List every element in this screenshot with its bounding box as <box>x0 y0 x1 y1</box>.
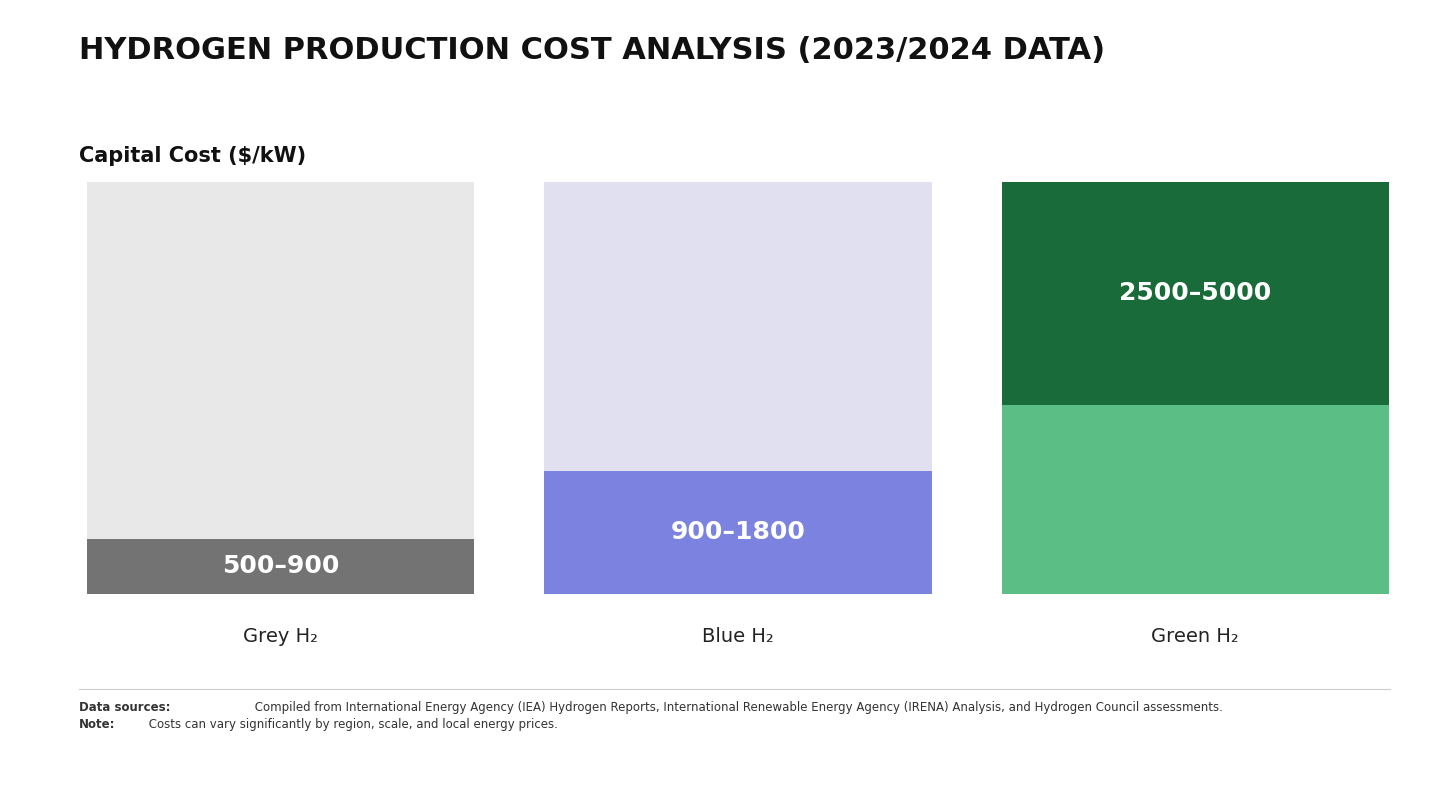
Text: Grey H₂: Grey H₂ <box>243 627 318 646</box>
Text: Blue H₂: Blue H₂ <box>703 627 773 646</box>
Bar <box>1002 405 1390 594</box>
Text: Data sources:: Data sources: <box>79 701 171 714</box>
Text: 2500–5000: 2500–5000 <box>1119 281 1272 305</box>
Bar <box>86 182 475 594</box>
Bar <box>86 539 475 594</box>
Bar <box>1002 182 1390 405</box>
Bar <box>544 182 932 594</box>
Text: HYDROGEN PRODUCTION COST ANALYSIS (2023/2024 DATA): HYDROGEN PRODUCTION COST ANALYSIS (2023/… <box>79 36 1106 66</box>
Text: Capital Cost ($/kW): Capital Cost ($/kW) <box>79 146 307 166</box>
Text: 500–900: 500–900 <box>222 554 340 578</box>
Text: 900–1800: 900–1800 <box>671 520 805 544</box>
Text: Costs can vary significantly by region, scale, and local energy prices.: Costs can vary significantly by region, … <box>145 718 559 731</box>
Text: Note:: Note: <box>79 718 115 731</box>
Bar <box>544 471 932 594</box>
Text: Green H₂: Green H₂ <box>1152 627 1240 646</box>
Text: Compiled from International Energy Agency (IEA) Hydrogen Reports, International : Compiled from International Energy Agenc… <box>252 701 1224 714</box>
